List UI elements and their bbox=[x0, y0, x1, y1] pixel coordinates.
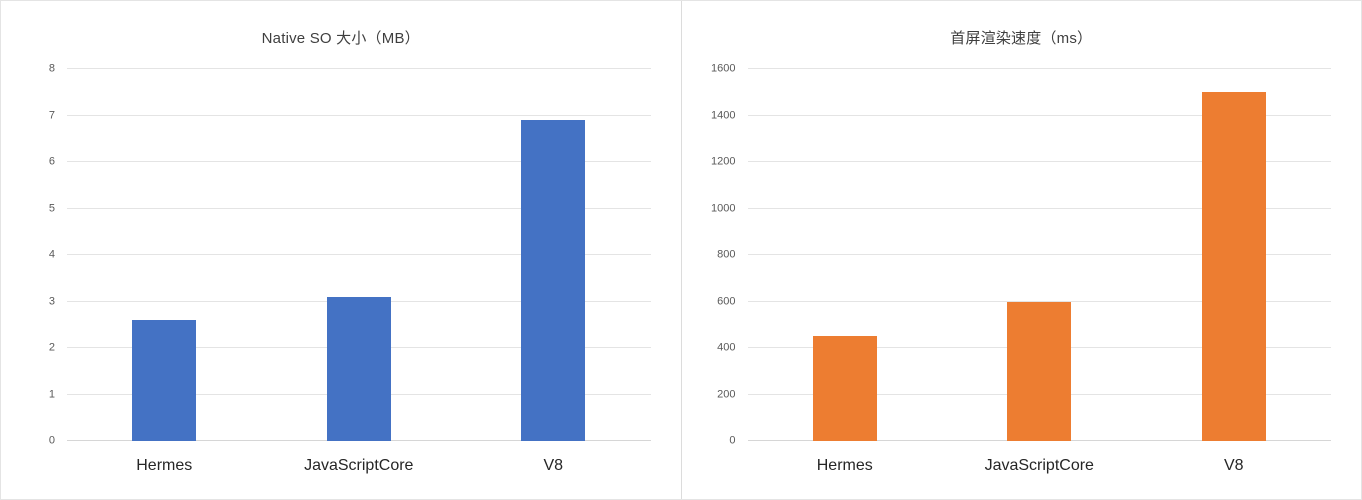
y-tick-label: 400 bbox=[717, 341, 736, 354]
x-category-label: V8 bbox=[1223, 457, 1244, 474]
plot-outer: 0 1 2 3 4 5 6 7 8 Hermes JavaScriptCore V8 bbox=[1, 63, 681, 499]
panel-divider bbox=[680, 1, 682, 499]
gridline bbox=[747, 114, 1331, 116]
chart-title: 首屏渲染速度（ms） bbox=[950, 29, 1093, 47]
x-category-label: Hermes bbox=[136, 457, 193, 474]
x-category-label: Hermes bbox=[816, 457, 873, 474]
bars-layer bbox=[748, 69, 1332, 441]
y-tick-label: 8 bbox=[48, 62, 55, 75]
gridline bbox=[67, 68, 651, 69]
bar-slot bbox=[1137, 69, 1332, 441]
bar-slot bbox=[456, 69, 651, 441]
y-tick-label: 600 bbox=[717, 295, 736, 307]
y-tick-label: 1000 bbox=[711, 202, 736, 214]
y-tick-label: 1400 bbox=[711, 109, 736, 121]
y-tick-label: 1200 bbox=[711, 155, 736, 168]
gridline bbox=[67, 114, 651, 116]
chart-title: Native SO 大小（MB） bbox=[261, 29, 420, 47]
y-tick-label: 200 bbox=[717, 388, 736, 400]
bar-slot bbox=[67, 69, 262, 441]
bar-v8 bbox=[1201, 92, 1266, 441]
bar-slot bbox=[942, 69, 1137, 441]
chart-native-so-size: Native SO 大小（MB） 0 1 2 3 4 5 6 7 8 Hermes JavaScr… bbox=[1, 1, 681, 499]
x-axis-labels: Hermes JavaScriptCore V8 bbox=[67, 441, 651, 475]
y-tick-label: 0 bbox=[48, 434, 55, 447]
x-category-label: JavaScriptCore bbox=[304, 457, 414, 474]
gridline bbox=[747, 207, 1331, 209]
gridline bbox=[67, 161, 651, 162]
x-category-label: V8 bbox=[543, 457, 564, 474]
plot-outer: 0 200 400 600 800 1000 1200 1400 1600 Hermes Java… bbox=[682, 63, 1362, 499]
plot-area: 0 1 2 3 4 5 6 7 8 bbox=[49, 63, 651, 446]
y-tick-label: 3 bbox=[48, 295, 55, 307]
bar-hermes bbox=[812, 336, 877, 441]
gridline bbox=[747, 300, 1331, 302]
y-tick-label: 800 bbox=[717, 248, 736, 261]
bar-slot bbox=[262, 69, 457, 441]
y-tick-label: 5 bbox=[48, 202, 55, 214]
gridline bbox=[747, 254, 1331, 255]
y-tick-label: 1 bbox=[48, 388, 55, 400]
chart-first-screen-render-speed: 首屏渲染速度（ms） 0 200 400 600 800 1000 1200 1400 1600… bbox=[682, 1, 1362, 499]
plot-area: 0 200 400 600 800 1000 1200 1400 1600 bbox=[711, 63, 1332, 446]
bar-hermes bbox=[132, 320, 197, 441]
y-tick-label: 7 bbox=[48, 109, 55, 121]
bars-layer bbox=[67, 69, 651, 441]
bar-javascriptcore bbox=[326, 296, 391, 441]
bar-v8 bbox=[521, 120, 586, 441]
y-tick-label: 2 bbox=[48, 341, 55, 354]
gridline bbox=[67, 207, 651, 209]
bar-javascriptcore bbox=[1007, 301, 1072, 441]
gridline bbox=[747, 161, 1331, 162]
y-tick-label: 1600 bbox=[711, 62, 736, 75]
y-tick-label: 4 bbox=[48, 248, 55, 261]
x-category-label: JavaScriptCore bbox=[984, 457, 1094, 474]
x-axis-labels: Hermes JavaScriptCore V8 bbox=[748, 441, 1332, 475]
gridline bbox=[67, 254, 651, 255]
y-tick-label: 6 bbox=[48, 155, 55, 168]
bar-slot bbox=[748, 69, 943, 441]
gridline bbox=[747, 68, 1331, 69]
y-tick-label: 0 bbox=[729, 434, 736, 447]
